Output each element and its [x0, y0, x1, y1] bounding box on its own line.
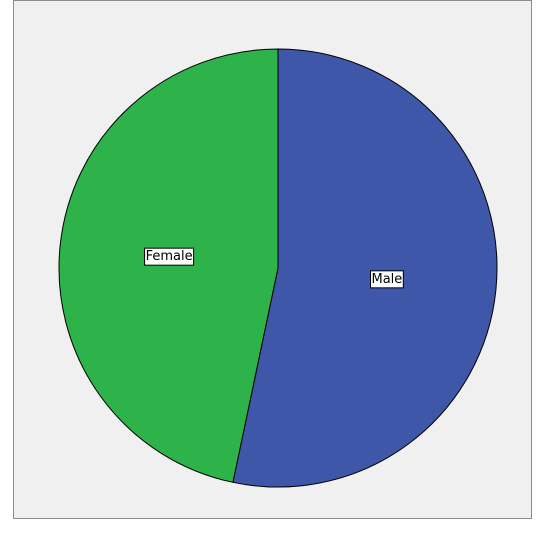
chart-frame: Male Female	[13, 0, 532, 519]
slice-label-male: Male	[370, 270, 404, 289]
slice-label-female: Female	[144, 247, 195, 266]
slice-label-text: Male	[372, 272, 403, 287]
slice-label-box	[144, 247, 195, 266]
pie-slice-male	[232, 48, 498, 488]
slice-label-box	[370, 270, 404, 289]
slices-layer	[58, 48, 498, 488]
slice-label-text: Female	[146, 249, 193, 264]
labels-layer: Male Female	[144, 247, 404, 289]
pie-chart: Male Female	[58, 48, 498, 488]
